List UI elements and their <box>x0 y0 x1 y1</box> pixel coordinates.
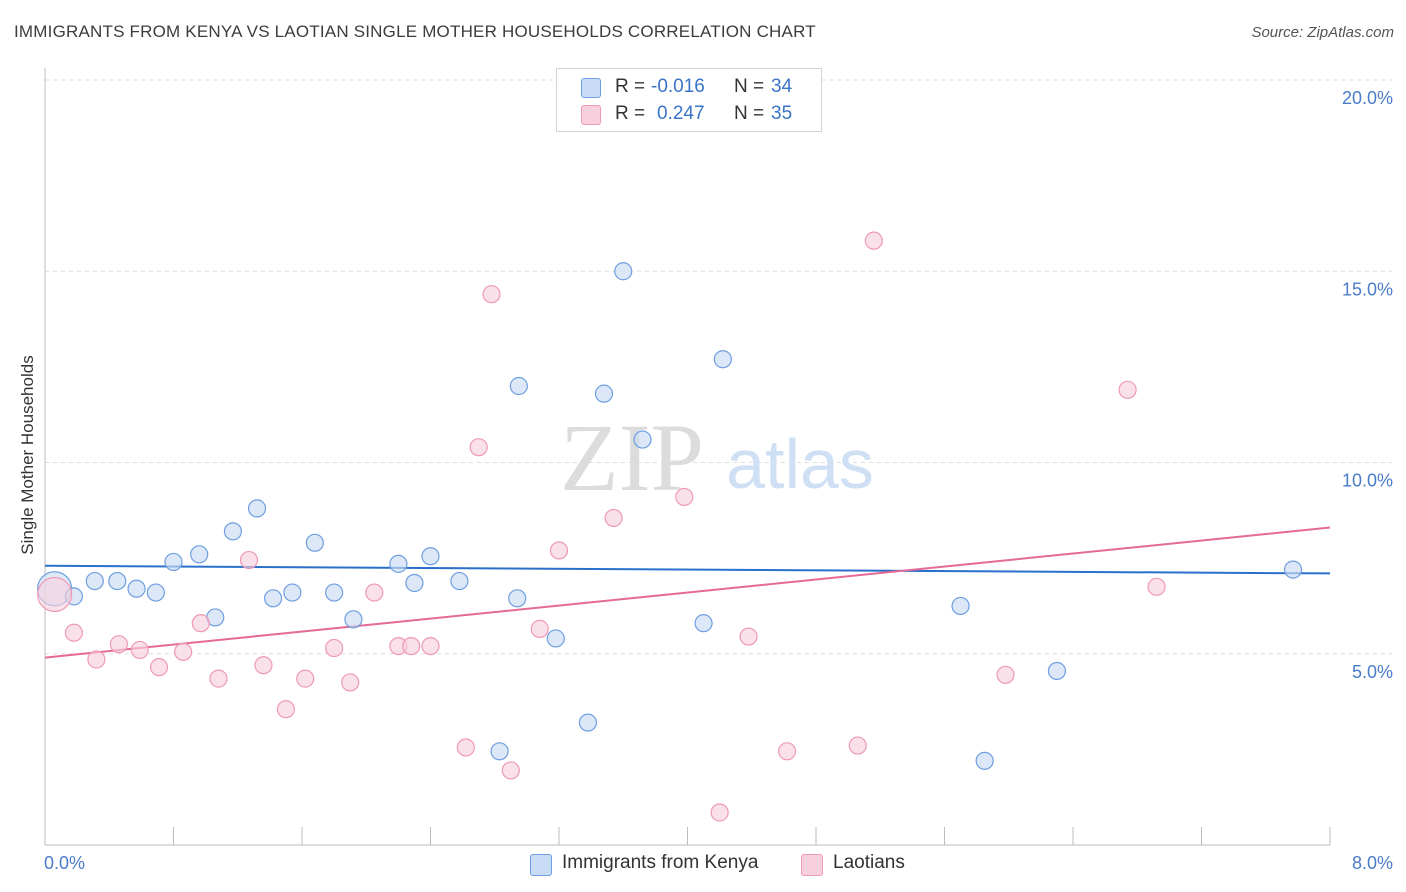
laotian-point <box>456 738 475 757</box>
laotian-point <box>848 736 867 755</box>
laotian-point <box>549 541 569 560</box>
laotian-point <box>325 638 344 658</box>
kenya-point <box>263 589 283 608</box>
y-tick-label: 20.0% <box>1342 88 1393 108</box>
kenya-point <box>951 596 970 616</box>
kenya-point <box>164 552 183 572</box>
legend-r-label: R = <box>615 103 646 124</box>
laotian-point <box>1147 577 1166 596</box>
kenya-point <box>127 579 146 598</box>
kenya-point <box>594 384 614 403</box>
kenya-point <box>325 583 344 602</box>
laotian-point <box>501 761 520 780</box>
laotian-point <box>37 576 73 613</box>
trend-lines <box>44 526 1331 659</box>
bottom-legend-swatch-laotians <box>801 854 823 876</box>
kenya-point <box>146 583 165 602</box>
kenya-point <box>975 751 994 770</box>
kenya-point <box>1047 661 1067 681</box>
kenya-point <box>223 522 243 541</box>
y-tick-label: 15.0% <box>1342 279 1393 299</box>
laotian-point <box>675 487 694 507</box>
kenya-point <box>247 499 267 518</box>
legend-r-value: 0.247 <box>657 103 705 124</box>
laotian-point <box>777 742 797 761</box>
data-points <box>37 231 1303 822</box>
kenya-point <box>509 376 528 396</box>
legend-r-label: R = <box>615 76 646 97</box>
y-axis-label: Single Mother Households <box>18 355 37 555</box>
legend-n-value: 35 <box>771 103 793 124</box>
x-tick-label: 8.0% <box>1352 853 1393 873</box>
bottom-legend-label-laotians: Laotians <box>833 852 905 873</box>
watermark: ZIP atlas <box>560 404 874 511</box>
laotian-point <box>469 438 488 457</box>
laotian-point <box>149 658 169 677</box>
kenya-point <box>578 713 598 732</box>
watermark-atlas: atlas <box>726 425 874 503</box>
laotian-point <box>209 669 228 688</box>
laotian-point <box>191 614 210 633</box>
laotian-point <box>341 673 360 692</box>
bottom-legend-label-kenya: Immigrants from Kenya <box>562 852 759 873</box>
kenya-point <box>614 262 633 281</box>
legend-n-label: N = <box>734 76 765 97</box>
trend-line <box>44 526 1331 659</box>
kenya-point <box>633 430 652 449</box>
laotian-point <box>864 231 883 250</box>
kenya-point <box>694 614 713 633</box>
kenya-point <box>85 571 104 591</box>
bottom-legend-swatch-kenya <box>530 854 552 876</box>
kenya-point <box>389 554 408 573</box>
laotian-point <box>64 623 84 642</box>
laotian-point <box>130 640 149 660</box>
kenya-point <box>713 350 732 369</box>
laotian-point <box>482 285 501 304</box>
kenya-point <box>305 533 324 552</box>
laotian-point <box>276 700 296 719</box>
laotian-point <box>402 636 421 656</box>
legend-n-value: 34 <box>771 76 793 97</box>
laotian-point <box>239 550 259 570</box>
y-tick-label: 5.0% <box>1352 662 1393 682</box>
laotian-point <box>1118 380 1137 399</box>
tick-labels: 5.0% 10.0% 15.0% 20.0% 0.0% 8.0% <box>44 88 1393 873</box>
kenya-point <box>546 629 565 648</box>
stats-legend: R = -0.016 N = 34 R = 0.247 N = 35 <box>556 68 822 132</box>
y-tick-label: 10.0% <box>1342 471 1393 491</box>
kenya-point <box>344 610 363 629</box>
chart-title: IMMIGRANTS FROM KENYA VS LAOTIAN SINGLE … <box>14 22 816 41</box>
kenya-point <box>508 589 527 608</box>
x-tick-label: 0.0% <box>44 853 85 873</box>
legend-swatch-laotians <box>581 105 601 125</box>
laotian-point <box>109 635 128 654</box>
laotian-point <box>174 642 193 661</box>
trend-line <box>44 564 1331 575</box>
grid-lines <box>45 79 1392 655</box>
laotian-point <box>604 508 623 528</box>
kenya-point <box>190 545 209 564</box>
legend-swatch-kenya <box>581 78 601 98</box>
laotian-point <box>365 583 384 602</box>
laotian-point <box>296 669 315 688</box>
laotian-point <box>254 656 273 675</box>
laotian-point <box>87 650 106 669</box>
kenya-point <box>1283 560 1303 579</box>
kenya-point <box>283 583 302 602</box>
laotian-point <box>530 619 549 638</box>
kenya-point <box>108 571 127 591</box>
legend-r-value: -0.016 <box>651 76 705 97</box>
kenya-point <box>421 547 440 566</box>
laotian-point <box>996 665 1015 684</box>
source-label: Source: ZipAtlas.com <box>1251 24 1394 41</box>
kenya-point <box>450 571 469 591</box>
laotian-point <box>710 803 729 822</box>
laotian-point <box>739 627 758 646</box>
legend-n-label: N = <box>734 103 765 124</box>
axes <box>44 68 1331 846</box>
laotian-point <box>421 636 440 656</box>
kenya-point <box>405 573 424 593</box>
kenya-point <box>490 742 509 761</box>
